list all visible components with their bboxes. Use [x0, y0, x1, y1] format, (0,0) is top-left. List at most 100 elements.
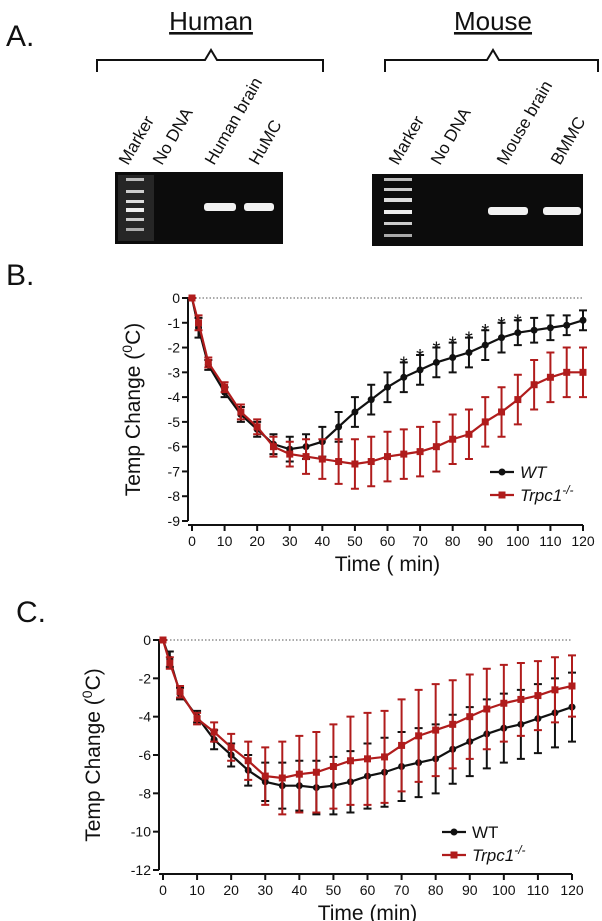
- point: [312, 768, 320, 776]
- y-tick-label: 0: [172, 290, 180, 306]
- lane-label: No DNA: [427, 104, 475, 168]
- point: [530, 381, 538, 389]
- point: [546, 324, 554, 332]
- y-tick-label: -4: [168, 389, 181, 405]
- point: [286, 450, 294, 458]
- legend-marker: [498, 468, 506, 476]
- point: [295, 770, 303, 778]
- point: [269, 443, 277, 451]
- point: [546, 373, 554, 381]
- legend-marker: [450, 851, 458, 859]
- series: [159, 636, 576, 816]
- lane-label: HuMC: [245, 117, 286, 168]
- point: [483, 705, 491, 713]
- y-tick-label: -8: [139, 785, 152, 801]
- legend-marker: [450, 828, 458, 836]
- x-tick-label: 120: [571, 533, 595, 549]
- point: [227, 743, 235, 751]
- x-tick-label: 90: [477, 533, 493, 549]
- y-tick-label: -2: [168, 340, 181, 356]
- point: [364, 755, 371, 763]
- x-tick-label: 20: [249, 533, 265, 549]
- point: [244, 757, 252, 765]
- point: [381, 753, 389, 761]
- significance: *: [400, 353, 408, 375]
- point: [466, 713, 474, 721]
- legend-name: Trpc1: [472, 846, 514, 865]
- point: [481, 341, 489, 349]
- y-tick-label: -4: [139, 709, 152, 725]
- point: [384, 383, 391, 391]
- x-tick-label: 50: [326, 882, 342, 898]
- x-tick-label: 90: [462, 882, 478, 898]
- significance: *: [465, 329, 473, 351]
- point: [210, 728, 218, 736]
- legend-label: Trpc1-/-: [472, 843, 526, 865]
- point: [221, 383, 229, 391]
- y-label-text: Temp Change (: [122, 353, 145, 497]
- point: [329, 763, 337, 770]
- group-title: Mouse: [454, 6, 532, 36]
- point: [384, 453, 391, 461]
- x-tick-label: 40: [315, 533, 331, 549]
- point: [237, 408, 245, 416]
- y-tick-label: -3: [168, 364, 181, 380]
- point: [351, 408, 359, 416]
- point: [400, 450, 408, 458]
- bracket: [96, 48, 324, 72]
- significance: *: [449, 334, 457, 356]
- point: [449, 353, 457, 361]
- gel-mouse: [372, 174, 583, 246]
- point: [253, 423, 261, 431]
- significance: *: [514, 311, 522, 333]
- point: [400, 373, 408, 381]
- x-tick-label: 70: [412, 533, 428, 549]
- point: [465, 430, 473, 438]
- x-tick-label: 50: [347, 533, 363, 549]
- legend-label: WT: [472, 823, 498, 842]
- panel-label: B.: [6, 259, 34, 292]
- point: [195, 319, 203, 327]
- y-tick-label: -10: [131, 824, 151, 840]
- legend-name: WT: [520, 463, 548, 482]
- point: [517, 695, 525, 703]
- gel-human: [115, 172, 283, 244]
- point: [335, 423, 343, 431]
- point: [318, 455, 326, 463]
- x-axis-label: Time (min): [318, 902, 418, 921]
- point: [449, 720, 457, 728]
- legend-sup: -/-: [562, 483, 573, 497]
- lane-label: BMMC: [547, 114, 589, 168]
- point: [415, 732, 423, 740]
- x-tick-label: 0: [159, 882, 167, 898]
- panel-label: C.: [16, 596, 46, 629]
- x-tick-label: 80: [445, 533, 461, 549]
- point: [351, 460, 359, 468]
- x-tick-label: 70: [394, 882, 410, 898]
- point: [346, 757, 354, 765]
- point: [481, 418, 489, 426]
- x-tick-label: 20: [223, 882, 239, 898]
- y-tick-label: -2: [139, 670, 152, 686]
- legend-name: WT: [472, 823, 498, 842]
- point: [563, 368, 571, 376]
- legend-name: Trpc1: [520, 486, 562, 505]
- legend-label: Trpc1-/-: [520, 483, 574, 505]
- point: [432, 443, 440, 451]
- x-tick-label: 40: [292, 882, 308, 898]
- point: [416, 448, 424, 456]
- point: [498, 408, 506, 416]
- point: [449, 435, 457, 443]
- y-label-after: C): [122, 323, 145, 345]
- y-tick-label: -8: [168, 488, 181, 504]
- point: [534, 692, 542, 700]
- y-tick-label: -6: [168, 439, 181, 455]
- y-label-text: Temp Change (: [82, 698, 105, 842]
- point: [335, 458, 343, 466]
- significance: *: [481, 321, 489, 343]
- group-title: Human: [169, 6, 253, 36]
- point: [563, 321, 571, 329]
- y-tick-label: -6: [139, 747, 152, 763]
- y-axis-label: Temp Change (0C): [119, 323, 145, 497]
